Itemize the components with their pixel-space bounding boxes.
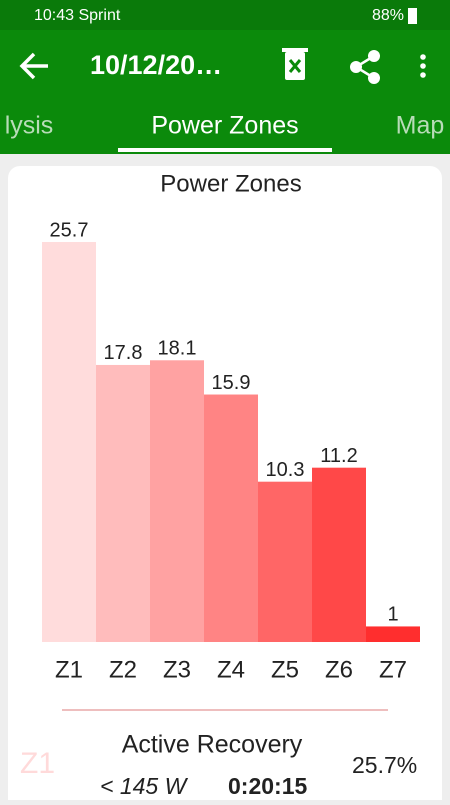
x-tick-label: Z2 (109, 656, 137, 683)
tab[interactable]: lysis (5, 112, 54, 140)
bar-value-label: 10.3 (266, 459, 305, 481)
x-tick-label: Z6 (325, 656, 353, 683)
bar-value-label: 11.2 (320, 445, 357, 467)
share-button[interactable] (350, 50, 380, 84)
bar (150, 360, 204, 642)
app-title: 10/12/20… (90, 50, 222, 80)
bar-value-label: 1 (387, 604, 398, 626)
zone-id: Z1 (20, 747, 55, 780)
back-button[interactable] (19, 52, 48, 80)
bar (366, 626, 420, 642)
status-time: 10:43 Sprint (34, 7, 121, 24)
x-tick-label: Z5 (271, 656, 299, 683)
battery-level: 88% (372, 7, 404, 24)
zone-percent: 25.7% (352, 752, 417, 778)
bar-value-label: 18.1 (158, 338, 197, 360)
bar (96, 364, 150, 642)
status-bar (0, 0, 450, 30)
tab-active[interactable]: Power Zones (151, 112, 298, 140)
tab[interactable]: Map (396, 112, 445, 140)
x-tick-label: Z1 (55, 656, 83, 683)
tab-indicator (118, 148, 332, 152)
bar (312, 467, 366, 642)
zone-range: < 145 W (100, 773, 189, 799)
chart-title: Power Zones (160, 170, 301, 197)
menu-button[interactable] (420, 54, 426, 78)
bar (258, 481, 312, 642)
x-tick-label: Z7 (379, 656, 407, 683)
zone-time: 0:20:15 (228, 773, 307, 799)
bar-value-label: 25.7 (50, 219, 89, 241)
bar-value-label: 17.8 (104, 342, 143, 364)
battery-icon (408, 8, 417, 24)
x-tick-label: Z3 (163, 656, 191, 683)
zone-name: Active Recovery (122, 731, 303, 759)
delete-button[interactable] (282, 48, 308, 80)
x-tick-label: Z4 (217, 656, 245, 683)
bar-value-label: 15.9 (212, 372, 251, 394)
bar (204, 394, 258, 642)
bar (42, 242, 96, 642)
